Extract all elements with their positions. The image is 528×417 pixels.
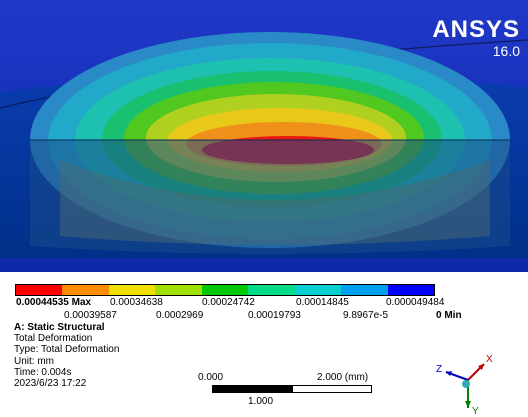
model-cut-face-shade — [60, 160, 490, 245]
legend-swatch — [387, 285, 434, 295]
legend-swatch — [155, 285, 202, 295]
legend-lower-value: 0.00039587 — [64, 310, 117, 321]
axis-y-label: Y — [472, 406, 479, 416]
legend-swatch — [294, 285, 342, 295]
logo-brand: ANSYS — [432, 16, 520, 43]
analysis-title: A: Static Structural — [14, 322, 105, 333]
result-unit: Unit: mm — [14, 355, 54, 367]
legend-swatch — [108, 285, 156, 295]
result-info: A: Static Structural Total Deformation T… — [14, 322, 119, 389]
legend-swatch — [248, 285, 295, 295]
scale-mid-label: 1.000 — [248, 396, 274, 407]
legend-upper-value: 0.000049484 — [386, 297, 445, 308]
result-time: Time: 0.004s — [14, 366, 72, 378]
axis-x-arrow — [478, 364, 484, 370]
axis-triad[interactable]: X Y Z — [428, 346, 508, 416]
legend-swatch — [62, 285, 109, 295]
logo-version: 16.0 — [492, 43, 520, 59]
axis-z-arrow — [446, 371, 452, 376]
legend-swatch — [341, 285, 388, 295]
axis-x-label: X — [486, 354, 493, 365]
legend-upper-value: 0.00034638 — [110, 297, 163, 308]
legend-swatch — [201, 285, 249, 295]
legend-swatch — [16, 285, 63, 295]
legend-upper-value: 0.00014845 — [296, 297, 349, 308]
legend-lower-value: 0.0002969 — [156, 310, 204, 321]
result-name: Total Deformation — [14, 333, 93, 345]
legend-lower-value: 0.00019793 — [248, 310, 301, 321]
result-timestamp: 2023/6/23 17:22 — [14, 378, 87, 390]
legend-max-label: 0.00044535 Max — [16, 297, 92, 308]
scale-bar — [212, 385, 372, 393]
legend-color-bar[interactable] — [15, 284, 435, 296]
scale-bar-light — [292, 385, 372, 393]
ansys-logo: ANSYS 16.0 — [432, 16, 520, 60]
legend-lower-value: 9.8967e-5 — [343, 310, 389, 321]
scale-right-label: 2.000 (mm) — [317, 372, 369, 383]
axis-y-arrow — [465, 401, 471, 408]
scale-bar-dark — [212, 385, 292, 393]
axis-origin — [462, 380, 470, 388]
scale-left-label: 0.000 — [198, 372, 224, 383]
axis-z-label: Z — [436, 364, 442, 375]
legend-upper-value: 0.00024742 — [202, 297, 255, 308]
legend-min-label: 0 Min — [436, 310, 462, 321]
result-type: Type: Total Deformation — [14, 344, 120, 356]
